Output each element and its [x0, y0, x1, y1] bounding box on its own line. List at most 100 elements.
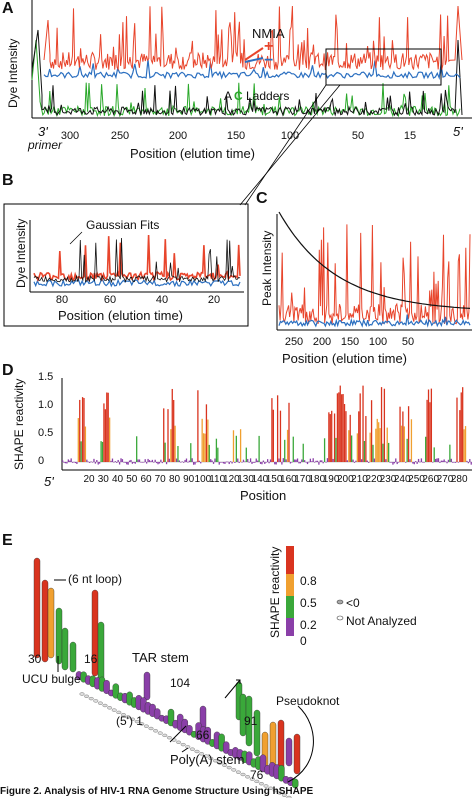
- panel-b-tick: 20: [207, 294, 221, 306]
- model-base-pair: [139, 722, 145, 726]
- model-base-pair: [79, 692, 85, 696]
- reactivity-bar: [412, 462, 414, 464]
- reactivity-bar: [272, 409, 274, 462]
- model-base-pair: [84, 694, 90, 698]
- reactivity-bar: [210, 459, 212, 462]
- panel-d-x-tick: 90: [183, 474, 195, 485]
- model-base-pair: [217, 761, 223, 765]
- reactivity-bar: [368, 462, 370, 463]
- model-base-pair: [258, 782, 264, 786]
- model-base-pair: [102, 703, 108, 708]
- reactivity-bar: [234, 462, 236, 463]
- reactivity-bar: [346, 460, 349, 462]
- reactivity-bar: [362, 385, 364, 462]
- model-nucleotide-bar: [33, 557, 41, 659]
- model-base-pair: [249, 777, 255, 781]
- panel-d-x-tick: 170: [294, 474, 311, 485]
- panel-a-tick: 250: [110, 130, 130, 142]
- panel-a-trace-plot: [31, 0, 472, 206]
- reactivity-bar: [446, 462, 448, 464]
- model-base-pair: [189, 747, 195, 751]
- panel-e-loop-label: (6 nt loop): [68, 572, 123, 586]
- reactivity-bar: [211, 460, 213, 462]
- panel-e-legend-tick-0: 0: [300, 634, 307, 648]
- panel-d-x-tick: 160: [280, 474, 297, 485]
- reactivity-bar: [463, 429, 465, 462]
- reactivity-bar: [66, 462, 68, 464]
- reactivity-bar: [366, 460, 368, 462]
- reactivity-bar: [422, 462, 424, 463]
- panel-c-tick: 50: [401, 336, 415, 348]
- reactivity-bar: [207, 419, 209, 462]
- reactivity-bar: [225, 461, 228, 463]
- reactivity-bar: [345, 411, 347, 462]
- reactivity-bar: [269, 459, 272, 462]
- panel-d-letter: D: [2, 362, 14, 379]
- reactivity-bar: [101, 441, 104, 462]
- panel-e-pseudoknot-label: Pseudoknot: [276, 694, 340, 708]
- reactivity-bar: [180, 462, 182, 463]
- reactivity-bar: [153, 462, 155, 463]
- reactivity-bar: [134, 462, 136, 464]
- reactivity-bar: [141, 462, 144, 463]
- panel-d-x-tick: 260: [422, 474, 440, 485]
- reactivity-bar: [279, 410, 282, 462]
- panel-b-tick: 40: [155, 294, 169, 306]
- reactivity-bar: [242, 459, 245, 462]
- reactivity-bar: [227, 461, 229, 463]
- reactivity-bar: [198, 460, 200, 462]
- figure-caption: Figure 2. Analysis of HIV-1 RNA Genome S…: [0, 786, 314, 797]
- reactivity-bar: [96, 459, 98, 462]
- reactivity-bar: [190, 443, 192, 462]
- reactivity-bar: [440, 460, 442, 462]
- reactivity-bar: [117, 459, 119, 462]
- reactivity-bar: [174, 425, 176, 462]
- reactivity-bar: [329, 414, 331, 462]
- reactivity-bar: [267, 459, 269, 462]
- reactivity-bar: [447, 459, 450, 462]
- reactivity-bar: [319, 460, 321, 462]
- reactivity-bar: [383, 388, 386, 462]
- reactivity-bar: [407, 406, 410, 462]
- reactivity-bar: [164, 442, 166, 462]
- panel-e-legend-tick-0.8: 0.8: [300, 574, 317, 588]
- reactivity-bar: [138, 459, 141, 462]
- reactivity-bar: [84, 426, 87, 462]
- reactivity-bar: [257, 460, 259, 462]
- reactivity-bar: [305, 462, 307, 463]
- reactivity-bar: [137, 459, 139, 462]
- reactivity-bar: [386, 427, 388, 462]
- reactivity-bar: [111, 458, 114, 462]
- reactivity-bar: [154, 459, 156, 462]
- reactivity-bar: [429, 402, 431, 462]
- reactivity-bar: [185, 458, 188, 462]
- reactivity-bar: [258, 435, 260, 462]
- reactivity-bar: [271, 398, 273, 462]
- panel-d-x-tick: 50: [126, 474, 138, 485]
- panel-d-x-tick: 100: [194, 474, 212, 485]
- reactivity-bar: [295, 459, 297, 462]
- reactivity-bar: [116, 462, 118, 463]
- panel-a-legend-plus: +: [264, 38, 274, 55]
- reactivity-bar: [336, 393, 339, 462]
- panel-d-x-tick: 60: [140, 474, 152, 485]
- reactivity-bar: [380, 387, 383, 462]
- panel-d-x-tick: 150: [265, 474, 283, 485]
- reactivity-bar: [456, 397, 458, 462]
- reactivity-bar: [299, 462, 302, 464]
- panel-e-5-prime-1: (5') 1: [116, 714, 143, 728]
- reactivity-bar: [100, 441, 102, 462]
- legend-color-swatch: [286, 574, 294, 596]
- reactivity-bar: [459, 410, 461, 462]
- reactivity-bar: [432, 462, 434, 463]
- reactivity-bar: [284, 439, 286, 462]
- legend-marker: [336, 599, 344, 605]
- panel-d-y-tick: 0: [38, 455, 45, 467]
- model-nucleotide-bar: [47, 587, 55, 659]
- reactivity-bar: [423, 462, 425, 463]
- model-nucleotide-bar: [285, 737, 293, 767]
- reactivity-bar: [177, 446, 179, 462]
- reactivity-bar: [205, 404, 208, 462]
- reactivity-bar: [71, 462, 74, 463]
- reactivity-bar: [120, 458, 122, 462]
